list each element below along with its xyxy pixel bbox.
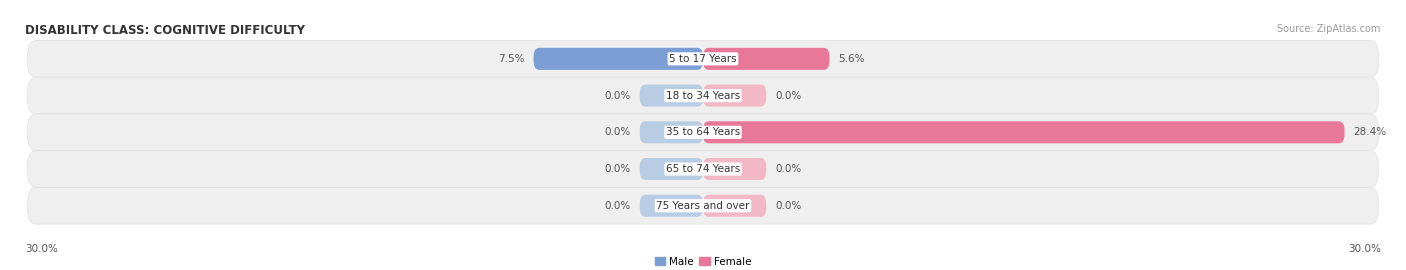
Text: 0.0%: 0.0% (605, 127, 631, 137)
Text: 28.4%: 28.4% (1354, 127, 1386, 137)
Text: 30.0%: 30.0% (25, 244, 58, 254)
Text: 35 to 64 Years: 35 to 64 Years (666, 127, 740, 137)
Text: 7.5%: 7.5% (498, 54, 524, 64)
Text: Source: ZipAtlas.com: Source: ZipAtlas.com (1277, 24, 1381, 34)
Text: 0.0%: 0.0% (605, 201, 631, 211)
FancyBboxPatch shape (28, 187, 1378, 224)
Text: 30.0%: 30.0% (1348, 244, 1381, 254)
FancyBboxPatch shape (28, 40, 1378, 77)
Text: 5 to 17 Years: 5 to 17 Years (669, 54, 737, 64)
Text: 18 to 34 Years: 18 to 34 Years (666, 90, 740, 100)
FancyBboxPatch shape (703, 121, 1344, 143)
Legend: Male, Female: Male, Female (651, 253, 755, 270)
FancyBboxPatch shape (703, 48, 830, 70)
FancyBboxPatch shape (640, 195, 703, 217)
Text: 0.0%: 0.0% (605, 164, 631, 174)
Text: 0.0%: 0.0% (775, 201, 801, 211)
FancyBboxPatch shape (640, 121, 703, 143)
Text: DISABILITY CLASS: COGNITIVE DIFFICULTY: DISABILITY CLASS: COGNITIVE DIFFICULTY (25, 24, 305, 37)
Text: 5.6%: 5.6% (838, 54, 865, 64)
Text: 0.0%: 0.0% (775, 164, 801, 174)
FancyBboxPatch shape (703, 195, 766, 217)
FancyBboxPatch shape (703, 85, 766, 107)
FancyBboxPatch shape (28, 151, 1378, 187)
FancyBboxPatch shape (28, 114, 1378, 151)
FancyBboxPatch shape (703, 158, 766, 180)
Text: 0.0%: 0.0% (605, 90, 631, 100)
FancyBboxPatch shape (534, 48, 703, 70)
FancyBboxPatch shape (28, 77, 1378, 114)
FancyBboxPatch shape (640, 85, 703, 107)
Text: 75 Years and over: 75 Years and over (657, 201, 749, 211)
Text: 65 to 74 Years: 65 to 74 Years (666, 164, 740, 174)
Text: 0.0%: 0.0% (775, 90, 801, 100)
FancyBboxPatch shape (640, 158, 703, 180)
